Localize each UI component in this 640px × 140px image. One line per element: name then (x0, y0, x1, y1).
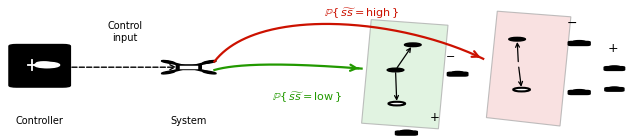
FancyBboxPatch shape (568, 90, 590, 94)
FancyBboxPatch shape (447, 72, 468, 76)
Text: $+$: $+$ (429, 111, 440, 124)
Polygon shape (362, 20, 448, 129)
FancyBboxPatch shape (568, 41, 590, 46)
FancyBboxPatch shape (605, 88, 624, 91)
Text: $\mathbb{P}\{\,\widetilde{ss} = \mathrm{high}\,\}$: $\mathbb{P}\{\,\widetilde{ss} = \mathrm{… (324, 7, 399, 21)
Circle shape (36, 62, 51, 65)
FancyBboxPatch shape (396, 131, 417, 135)
Circle shape (39, 64, 54, 67)
Circle shape (35, 62, 60, 68)
FancyBboxPatch shape (9, 45, 70, 87)
Ellipse shape (20, 65, 34, 76)
Text: Control
input: Control input (108, 21, 142, 43)
FancyBboxPatch shape (604, 67, 625, 70)
Text: $+$: $+$ (607, 43, 618, 55)
Ellipse shape (203, 60, 216, 63)
Ellipse shape (45, 65, 59, 76)
Text: $-$: $-$ (445, 50, 456, 60)
Text: System: System (171, 116, 207, 126)
Text: $\mathbb{P}\{\,\widetilde{ss} = \mathrm{low}\,\}$: $\mathbb{P}\{\,\widetilde{ss} = \mathrm{… (272, 91, 342, 105)
Text: Controller: Controller (16, 116, 63, 126)
FancyBboxPatch shape (176, 65, 202, 69)
Circle shape (509, 37, 525, 41)
Ellipse shape (161, 60, 175, 63)
Circle shape (388, 102, 405, 105)
Ellipse shape (161, 71, 175, 74)
Circle shape (404, 43, 421, 47)
Polygon shape (486, 11, 571, 126)
Ellipse shape (203, 71, 216, 74)
Circle shape (387, 68, 404, 72)
Circle shape (513, 88, 530, 91)
Text: $-$: $-$ (566, 16, 577, 29)
